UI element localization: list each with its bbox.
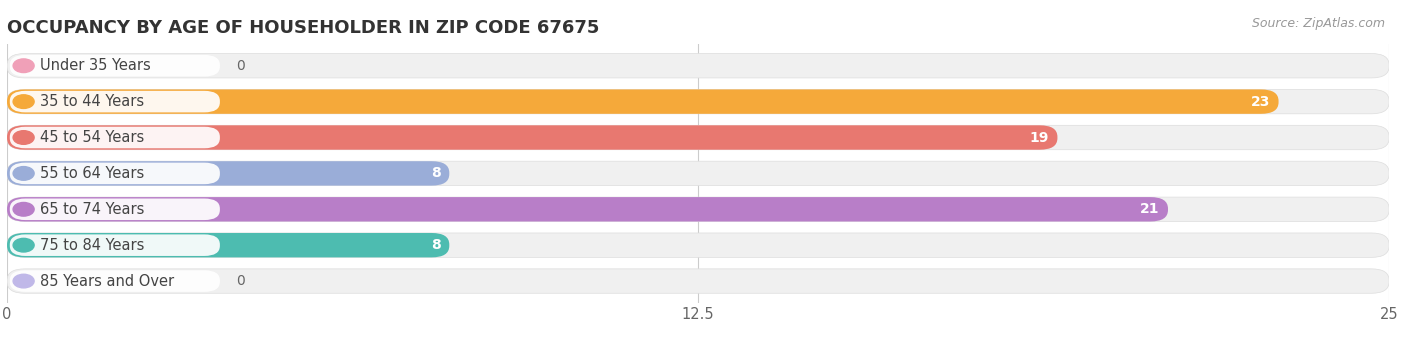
- FancyBboxPatch shape: [10, 234, 219, 256]
- Circle shape: [13, 95, 34, 108]
- Circle shape: [13, 167, 34, 180]
- Circle shape: [13, 59, 34, 72]
- Text: 8: 8: [432, 166, 441, 181]
- FancyBboxPatch shape: [7, 197, 1168, 221]
- FancyBboxPatch shape: [7, 233, 1389, 257]
- Text: Under 35 Years: Under 35 Years: [41, 58, 150, 73]
- FancyBboxPatch shape: [7, 233, 450, 257]
- Text: 35 to 44 Years: 35 to 44 Years: [41, 94, 145, 109]
- FancyBboxPatch shape: [10, 199, 219, 220]
- FancyBboxPatch shape: [7, 125, 1389, 150]
- FancyBboxPatch shape: [10, 127, 219, 148]
- FancyBboxPatch shape: [7, 89, 1278, 114]
- FancyBboxPatch shape: [7, 161, 1389, 186]
- Text: 23: 23: [1251, 95, 1270, 108]
- Text: 85 Years and Over: 85 Years and Over: [41, 274, 174, 289]
- Text: Source: ZipAtlas.com: Source: ZipAtlas.com: [1251, 17, 1385, 30]
- FancyBboxPatch shape: [10, 163, 219, 184]
- Text: 19: 19: [1029, 131, 1049, 144]
- Circle shape: [13, 274, 34, 288]
- Text: 75 to 84 Years: 75 to 84 Years: [41, 238, 145, 253]
- FancyBboxPatch shape: [7, 269, 1389, 293]
- FancyBboxPatch shape: [7, 89, 1389, 114]
- FancyBboxPatch shape: [7, 125, 1057, 150]
- Text: 65 to 74 Years: 65 to 74 Years: [41, 202, 145, 217]
- Text: 21: 21: [1140, 202, 1160, 216]
- FancyBboxPatch shape: [10, 55, 219, 76]
- FancyBboxPatch shape: [10, 270, 219, 292]
- Text: 45 to 54 Years: 45 to 54 Years: [41, 130, 145, 145]
- FancyBboxPatch shape: [7, 197, 1389, 221]
- Circle shape: [13, 203, 34, 216]
- FancyBboxPatch shape: [10, 91, 219, 113]
- Text: 0: 0: [236, 274, 245, 288]
- Text: 55 to 64 Years: 55 to 64 Years: [41, 166, 145, 181]
- FancyBboxPatch shape: [7, 53, 1389, 78]
- Text: 0: 0: [236, 59, 245, 73]
- Text: OCCUPANCY BY AGE OF HOUSEHOLDER IN ZIP CODE 67675: OCCUPANCY BY AGE OF HOUSEHOLDER IN ZIP C…: [7, 19, 599, 37]
- Circle shape: [13, 131, 34, 144]
- FancyBboxPatch shape: [7, 161, 450, 186]
- Text: 8: 8: [432, 238, 441, 252]
- Circle shape: [13, 238, 34, 252]
